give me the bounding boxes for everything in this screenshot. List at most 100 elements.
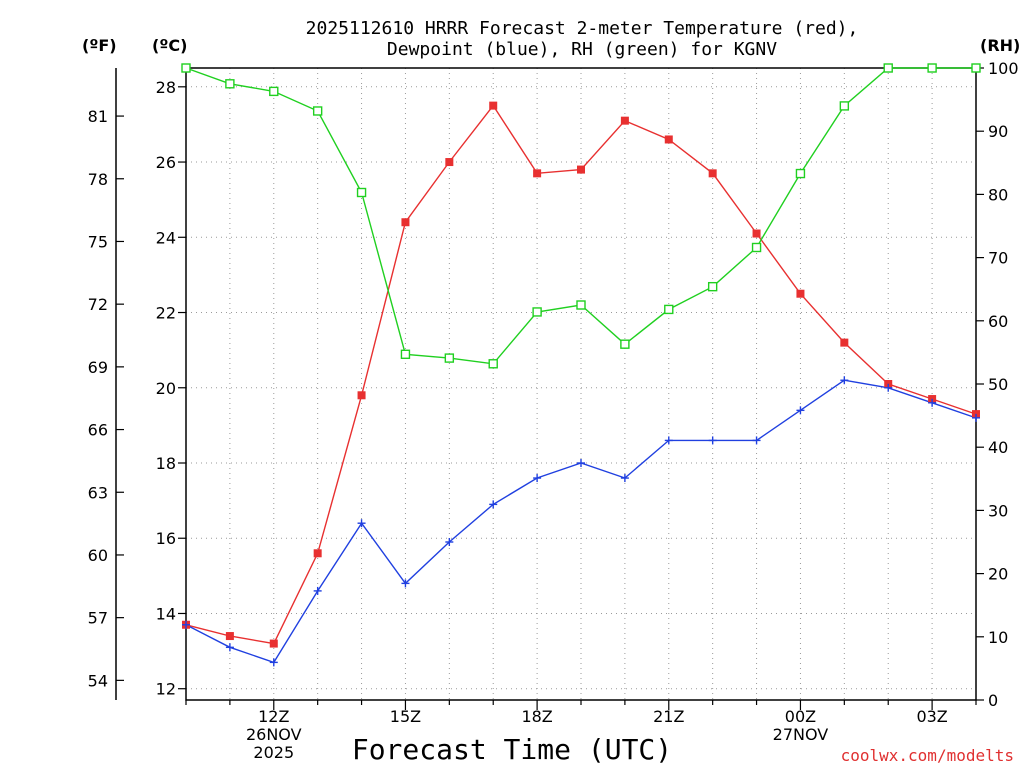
dewpoint-point (752, 436, 761, 445)
temperature-point (664, 135, 673, 144)
rh-point (444, 353, 455, 363)
temperature-point (445, 158, 454, 167)
fahrenheit-tick-label: 78 (88, 170, 108, 189)
data-markers (181, 63, 981, 667)
celsius-tick-label: 26 (156, 153, 176, 172)
celsius-tick-label: 16 (156, 529, 176, 548)
dewpoint-point (313, 586, 322, 595)
rh-point (751, 242, 762, 253)
dewpoint-point (225, 643, 234, 652)
temperature-point (401, 218, 410, 227)
rh-point (707, 281, 718, 292)
rh-tick-label: 20 (988, 565, 1008, 584)
rh-point (312, 106, 323, 116)
rh-tick-label: 40 (988, 438, 1008, 457)
dewpoint-point (533, 474, 542, 483)
x-tick-label: 21Z (653, 707, 684, 726)
rh-point (181, 63, 191, 73)
dewpoint-point (401, 579, 410, 588)
celsius-tick-label: 20 (156, 379, 176, 398)
temperature-point (269, 639, 278, 648)
x-axis-title: Forecast Time (UTC) (352, 733, 672, 766)
rh-point (971, 63, 981, 73)
fahrenheit-unit-label: (ºF) (82, 36, 117, 55)
rh-point (839, 101, 850, 111)
rh-tick-label: 10 (988, 628, 1008, 647)
temperature-point (313, 549, 322, 558)
temperature-point (620, 116, 629, 125)
dewpoint-point (928, 398, 937, 407)
celsius-unit-label: (ºC) (152, 36, 187, 55)
fahrenheit-tick-label: 60 (88, 546, 108, 565)
fahrenheit-tick-label: 81 (88, 107, 108, 126)
x-tick-label: 00Z (785, 707, 816, 726)
temperature-point (752, 229, 761, 238)
celsius-tick-label: 28 (156, 78, 176, 97)
x-tick-label: 18Z (521, 707, 552, 726)
celsius-tick-label: 22 (156, 304, 176, 323)
x-tick-label: 2025 (253, 743, 294, 762)
dewpoint-point (489, 500, 498, 509)
fahrenheit-tick-label: 54 (88, 671, 108, 690)
temperature-point (577, 165, 585, 174)
chart-title-line-2: Dewpoint (blue), RH (green) for KGNV (387, 39, 777, 60)
dewpoint-line (185, 379, 977, 664)
fahrenheit-tick-label: 72 (88, 295, 108, 314)
dewpoint-point (577, 459, 585, 467)
dewpoint-point (972, 413, 980, 422)
dewpoint-point (664, 436, 673, 445)
temperature-point (489, 101, 498, 110)
rh-line (185, 67, 976, 365)
rh-point (927, 63, 937, 73)
dewpoint-point (884, 383, 893, 392)
celsius-tick-label: 24 (156, 228, 176, 247)
rh-point (356, 187, 367, 198)
rh-point (488, 359, 498, 369)
rh-point (532, 307, 542, 317)
fahrenheit-tick-label: 75 (88, 232, 108, 251)
rh-tick-label: 60 (988, 312, 1008, 331)
dewpoint-point (357, 519, 366, 528)
celsius-tick-label: 12 (156, 680, 176, 699)
rh-point (576, 300, 586, 310)
rh-tick-label: 100 (988, 59, 1019, 78)
dewpoint-point (445, 538, 454, 546)
rh-tick-label: 70 (988, 249, 1008, 268)
fahrenheit-tick-label: 69 (88, 358, 108, 377)
rh-tick-label: 80 (988, 185, 1008, 204)
temperature-point (796, 289, 805, 298)
temperature-point (533, 169, 542, 178)
credit-link[interactable]: coolwx.com/modelts (841, 746, 1014, 765)
x-tick-label: 03Z (916, 707, 947, 726)
rh-tick-label: 50 (988, 375, 1008, 394)
dewpoint-point (796, 406, 805, 415)
grid-lines (186, 68, 976, 700)
temperature-point (225, 632, 234, 641)
x-tick-label: 12Z (258, 707, 289, 726)
rh-unit-label: (RH) (980, 36, 1020, 55)
celsius-tick-label: 18 (156, 454, 176, 473)
fahrenheit-tick-label: 57 (88, 609, 108, 628)
rh-point (883, 63, 893, 73)
fahrenheit-tick-label: 63 (88, 483, 108, 502)
dewpoint-point (182, 620, 190, 629)
dewpoint-point (708, 436, 717, 445)
dewpoint-point (269, 658, 278, 667)
temperature-point (708, 169, 717, 178)
rh-tick-label: 0 (988, 691, 998, 710)
x-tick-label: 15Z (390, 707, 421, 726)
rh-point (225, 79, 235, 89)
celsius-tick-label: 14 (156, 604, 176, 623)
chart-title: 2025112610 HRRR Forecast 2-meter Tempera… (306, 18, 859, 60)
temperature-point (357, 391, 366, 400)
rh-point (620, 339, 630, 349)
chart-title-line-1: 2025112610 HRRR Forecast 2-meter Tempera… (306, 18, 859, 39)
dewpoint-point (840, 376, 849, 385)
x-tick-label: 27NOV (773, 725, 829, 744)
rh-point (664, 304, 674, 315)
x-tick-label: 26NOV (246, 725, 302, 744)
axes: 12 14 16 18 20 22 24 26 28 54 57 60 63 66 69 72 75 78 81 0 1… (88, 59, 1019, 762)
rh-tick-label: 90 (988, 122, 1008, 141)
rh-point (400, 349, 411, 359)
